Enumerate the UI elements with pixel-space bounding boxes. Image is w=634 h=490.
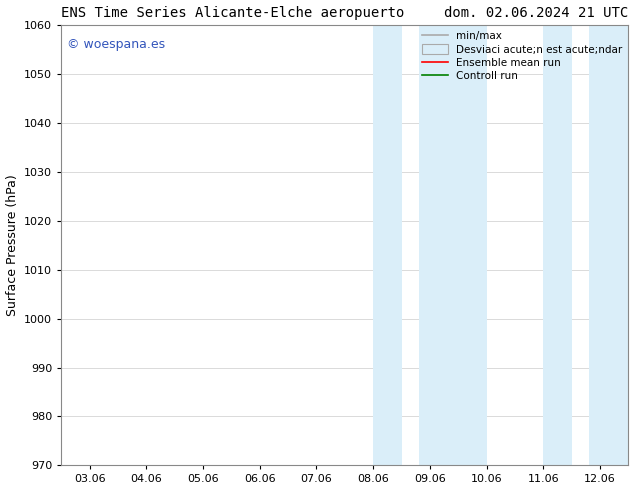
Text: ENS Time Series Alicante-Elche aeropuerto: ENS Time Series Alicante-Elche aeropuert… <box>61 5 404 20</box>
Text: © woespana.es: © woespana.es <box>67 38 165 51</box>
Text: dom. 02.06.2024 21 UTC: dom. 02.06.2024 21 UTC <box>444 5 628 20</box>
Bar <box>373 25 401 465</box>
Legend: min/max, Desviaci acute;n est acute;ndar, Ensemble mean run, Controll run: min/max, Desviaci acute;n est acute;ndar… <box>417 27 626 86</box>
Bar <box>543 25 572 465</box>
Bar <box>418 25 487 465</box>
Y-axis label: Surface Pressure (hPa): Surface Pressure (hPa) <box>6 174 18 316</box>
Bar <box>589 25 628 465</box>
